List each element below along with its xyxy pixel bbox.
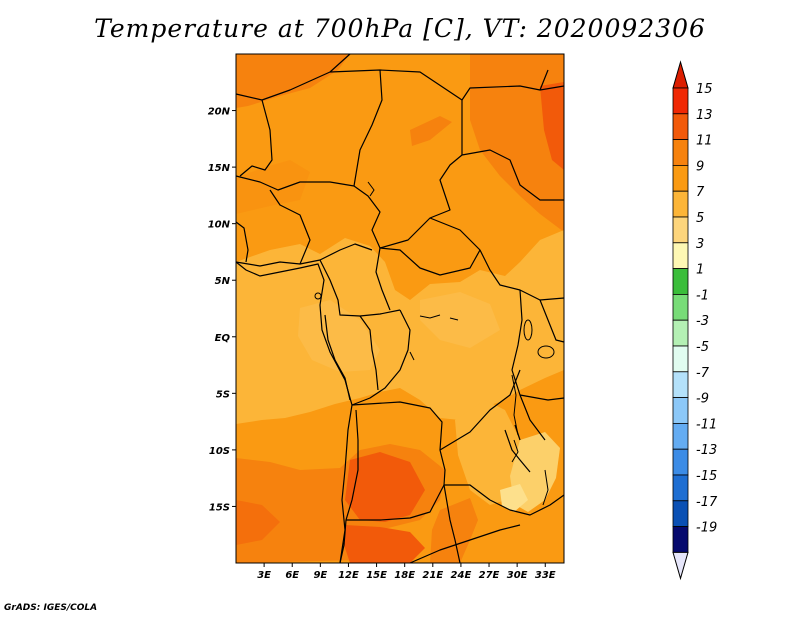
colorbar-segment <box>672 268 689 295</box>
colorbar-label: -3 <box>696 314 709 329</box>
lon-tick-label: 12E <box>338 570 359 581</box>
colorbar-label: -15 <box>696 469 717 484</box>
lat-tick-label: 5S <box>216 389 230 400</box>
colorbar-label: 5 <box>696 211 704 226</box>
lat-tick-label: 15S <box>209 502 230 513</box>
lon-tick-label: 18E <box>394 570 415 581</box>
lon-tick-label: 15E <box>366 570 387 581</box>
colorbar-segment <box>672 190 689 218</box>
colorbar-bottom-arrow <box>672 551 689 581</box>
lon-tick-label: 21E <box>422 570 443 581</box>
lakes <box>314 181 555 506</box>
colorbar-segment <box>672 474 689 502</box>
colorbar-label: 11 <box>696 134 713 149</box>
grads-credit: GrADS: IGES/COLA <box>4 603 98 613</box>
lat-tick-label: 15N <box>208 163 231 174</box>
temperature-band-13-15 <box>236 82 564 563</box>
lat-tick-label: 5N <box>215 276 231 287</box>
map-frame <box>235 53 565 564</box>
lon-tick-label: 33E <box>535 570 556 581</box>
colorbar-segment <box>672 242 689 270</box>
map-axes: 20N 15N 10N 5N EQ 5S 10S 15S 3E 6E 9E 12E 15E 18E 21E 2… <box>208 107 556 581</box>
lon-tick-label: 24E <box>451 570 472 581</box>
colorbar-segment <box>672 113 689 141</box>
lon-tick-label: 27E <box>479 570 500 581</box>
map-plot-area <box>235 53 565 564</box>
chart-title: Temperature at 700hPa [C], VT: 202009230… <box>94 14 706 43</box>
lat-tick-label: 20N <box>208 107 231 118</box>
colorbar-segment <box>672 139 689 166</box>
colorbar-segment <box>672 448 689 476</box>
colorbar-segment <box>672 397 689 424</box>
colorbar-label: -19 <box>696 521 717 536</box>
lon-tick-label: 9E <box>313 570 327 581</box>
colorbar-label: -17 <box>696 495 718 510</box>
colorbar-segment <box>672 345 689 373</box>
lat-tick-label: 10S <box>209 446 230 457</box>
colorbar-top-arrow <box>672 60 689 89</box>
colorbar-label: 9 <box>696 159 704 174</box>
colorbar-segment <box>672 164 689 192</box>
colorbar-label: -9 <box>696 392 709 407</box>
colorbar-segment <box>672 87 689 115</box>
coastline <box>235 261 353 564</box>
lon-tick-label: 30E <box>507 570 528 581</box>
colorbar-label: -11 <box>696 417 717 432</box>
colorbar-label: -13 <box>696 443 717 458</box>
lat-tick-label: 10N <box>208 220 231 231</box>
colorbar-label: 15 <box>696 82 713 97</box>
colorbar-segment <box>672 526 689 553</box>
colorbar: 15 13 11 9 7 5 3 1 -1 -3 -5 -7 -9 -11 -13 -15 -17 -19 <box>672 60 718 581</box>
colorbar-segment <box>672 422 689 450</box>
colorbar-segment <box>672 216 689 244</box>
country-borders <box>235 53 565 564</box>
lon-tick-label: 6E <box>285 570 299 581</box>
colorbar-label: 3 <box>696 237 704 252</box>
colorbar-label: 1 <box>696 263 704 278</box>
colorbar-label: 7 <box>696 185 705 200</box>
colorbar-label: -1 <box>696 288 709 303</box>
lon-tick-label: 3E <box>257 570 271 581</box>
colorbar-label: -5 <box>696 340 709 355</box>
colorbar-segment <box>672 319 689 347</box>
colorbar-label: -7 <box>696 366 710 381</box>
colorbar-segment <box>672 293 689 321</box>
colorbar-segment <box>672 371 689 398</box>
colorbar-label: 13 <box>696 108 713 123</box>
colorbar-segment <box>672 500 689 527</box>
lat-tick-label: EQ <box>215 333 231 344</box>
